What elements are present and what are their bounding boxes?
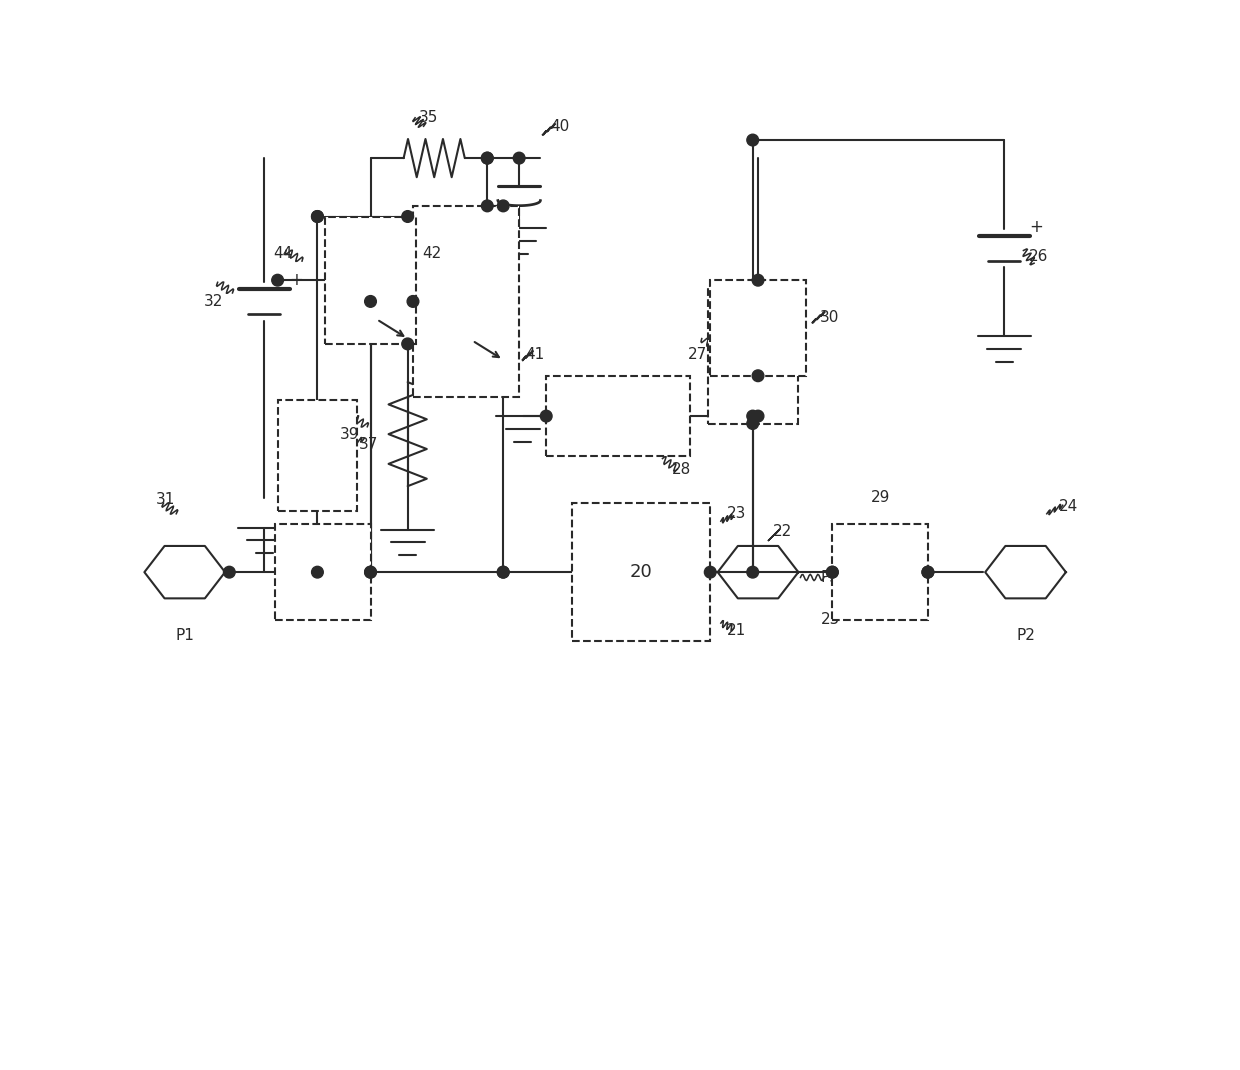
Text: 20: 20: [630, 563, 652, 581]
Circle shape: [746, 566, 759, 578]
Text: 42: 42: [422, 246, 441, 261]
Circle shape: [311, 566, 324, 578]
Circle shape: [746, 410, 759, 422]
Circle shape: [365, 566, 377, 578]
Circle shape: [827, 566, 838, 578]
Text: 29: 29: [870, 490, 890, 505]
Circle shape: [753, 370, 764, 382]
Circle shape: [223, 566, 236, 578]
Text: +: +: [289, 271, 303, 289]
Text: P1: P1: [175, 628, 195, 643]
Text: P3: P3: [821, 570, 839, 585]
Text: P2: P2: [1016, 628, 1035, 643]
Circle shape: [497, 566, 510, 578]
Circle shape: [827, 566, 838, 578]
Bar: [325, 216, 415, 343]
Text: 26: 26: [1029, 249, 1048, 264]
Circle shape: [481, 152, 494, 164]
Circle shape: [923, 566, 934, 578]
Bar: [708, 286, 797, 424]
Text: 32: 32: [203, 294, 223, 309]
Text: 21: 21: [727, 623, 746, 638]
Text: 24: 24: [1059, 499, 1078, 514]
Text: 44: 44: [273, 246, 293, 261]
Circle shape: [481, 152, 494, 164]
Circle shape: [513, 152, 525, 164]
Text: 28: 28: [672, 461, 691, 476]
Text: 40: 40: [549, 119, 569, 134]
Circle shape: [746, 417, 759, 429]
Text: 41: 41: [526, 347, 544, 362]
Circle shape: [402, 211, 413, 223]
Text: 30: 30: [820, 310, 838, 325]
Bar: [413, 205, 520, 397]
Text: 35: 35: [419, 110, 439, 125]
Bar: [832, 524, 928, 620]
Circle shape: [311, 211, 324, 223]
Bar: [711, 280, 806, 376]
Text: 37: 37: [358, 438, 378, 453]
Circle shape: [497, 200, 510, 212]
Text: 22: 22: [773, 524, 792, 539]
Circle shape: [311, 211, 324, 223]
Circle shape: [402, 338, 413, 350]
Text: 34: 34: [312, 490, 332, 505]
Circle shape: [541, 410, 552, 422]
Text: 23: 23: [727, 506, 746, 521]
Text: 39: 39: [340, 427, 360, 442]
Text: 43: 43: [377, 273, 396, 288]
Circle shape: [407, 295, 419, 307]
Circle shape: [753, 274, 764, 286]
Circle shape: [272, 274, 284, 286]
Circle shape: [923, 566, 934, 578]
Bar: [278, 399, 357, 511]
Bar: [275, 524, 371, 620]
Circle shape: [704, 566, 715, 578]
Circle shape: [365, 295, 377, 307]
Circle shape: [497, 566, 510, 578]
Text: 25: 25: [821, 612, 839, 627]
Bar: [572, 503, 711, 641]
Circle shape: [481, 200, 494, 212]
Circle shape: [746, 134, 759, 146]
Text: +: +: [1029, 218, 1043, 236]
Bar: [546, 377, 689, 456]
Circle shape: [753, 410, 764, 422]
Text: 31: 31: [156, 492, 175, 507]
Text: 27: 27: [688, 347, 707, 362]
Circle shape: [365, 566, 377, 578]
